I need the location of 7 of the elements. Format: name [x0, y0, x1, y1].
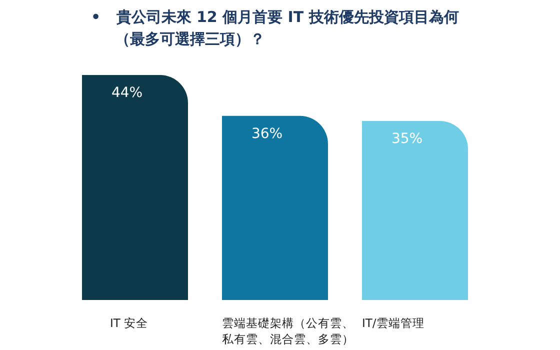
data-label: 36%	[251, 126, 283, 142]
x-tick-label: IT/雲端管理	[362, 315, 426, 331]
x-tick-label: IT 安全	[110, 316, 148, 330]
data-label: 44%	[111, 85, 143, 101]
data-label: 35%	[391, 131, 423, 148]
chart-title: • 貴公司未來 12 個月首要 IT 技術優先投資項目為何（最多可選擇三項）？	[91, 7, 460, 50]
x-tick-label: 雲端基礎架構（公有雲、私有雲、混合雲、多雲）	[222, 315, 355, 347]
